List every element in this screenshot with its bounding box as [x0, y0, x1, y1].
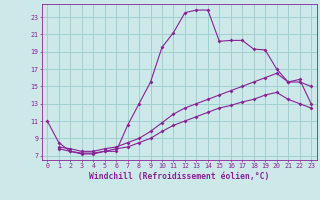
X-axis label: Windchill (Refroidissement éolien,°C): Windchill (Refroidissement éolien,°C): [89, 172, 269, 181]
